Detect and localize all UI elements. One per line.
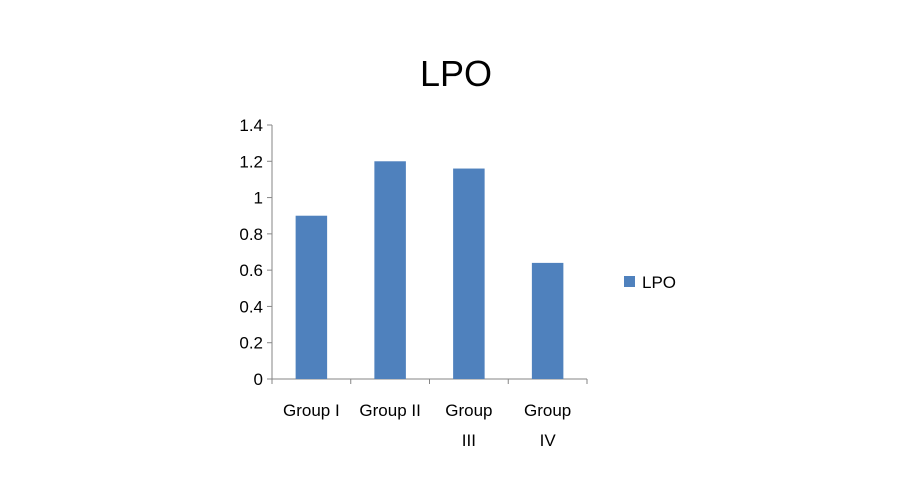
x-tick-label: Group III: [445, 401, 492, 450]
bar: [453, 168, 485, 379]
y-tick-label: 0.6: [239, 261, 263, 280]
bars: [295, 161, 564, 379]
y-tick-label: 0.4: [239, 297, 263, 316]
legend-swatch: [624, 276, 635, 287]
y-axis: 0 0.2 0.4 0.6 0.8 1 1.2 1.4: [239, 116, 273, 389]
legend-label: LPO: [642, 273, 676, 292]
bar: [295, 215, 328, 379]
x-axis: Group I Group II Group III Group IV: [271, 378, 588, 450]
y-tick-label: 0: [254, 370, 263, 389]
x-tick-label: Group I: [283, 401, 340, 420]
y-tick-label: 0.8: [239, 225, 263, 244]
bar: [374, 161, 406, 379]
x-tick-label: Group IV: [524, 401, 571, 450]
y-tick-label: 0.2: [239, 334, 263, 353]
y-tick-label: 1.2: [239, 152, 263, 171]
y-tick-label: 1: [254, 189, 263, 208]
y-tick-label: 1.4: [239, 116, 263, 135]
legend: LPO: [624, 273, 676, 292]
chart-title: LPO: [420, 53, 492, 94]
bar: [531, 262, 564, 379]
x-tick-label: Group II: [359, 401, 420, 420]
